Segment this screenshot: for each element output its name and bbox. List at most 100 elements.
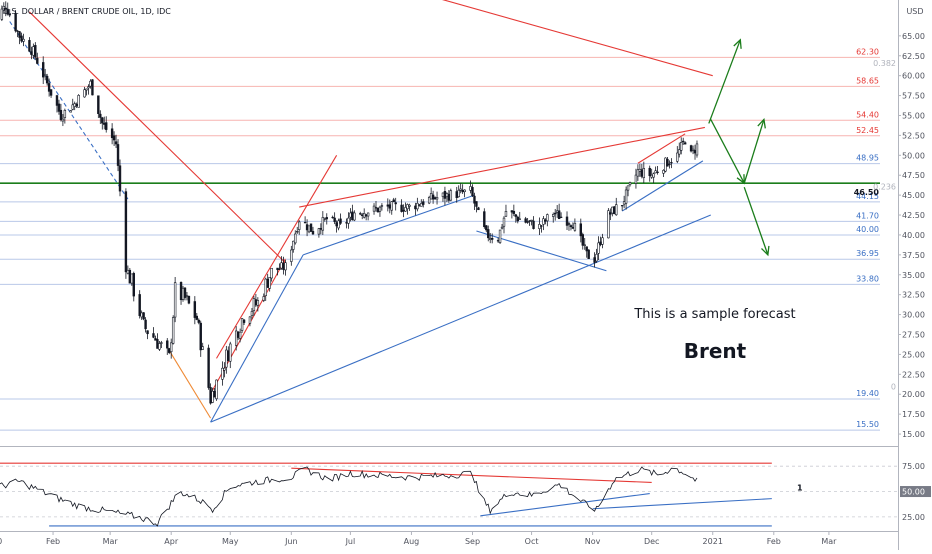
candle-body [132, 273, 135, 297]
candle-body [138, 294, 141, 316]
forecast-arrow[interactable] [708, 38, 742, 124]
candle-body [676, 152, 679, 162]
candle [475, 201, 478, 213]
candle-body [376, 207, 380, 213]
candle-body [406, 204, 409, 210]
oscillator-axis[interactable]: 75.00 50.00 25.00 [900, 462, 931, 522]
candle-body [530, 219, 533, 222]
trendline-resistance[interactable] [216, 155, 338, 359]
forecast-arrow[interactable] [743, 186, 770, 257]
candle [473, 192, 476, 210]
candle [347, 212, 350, 229]
candles-layer [0, 1, 699, 405]
candle-body [229, 343, 232, 362]
fib-0236-label: 0.236 [873, 183, 896, 192]
candle [459, 183, 462, 194]
candle-body [309, 223, 313, 232]
time-tick-label: Feb [46, 537, 60, 546]
candle-body [234, 330, 238, 346]
candle [652, 172, 655, 184]
candle-body [496, 240, 500, 242]
trendline-support[interactable] [476, 230, 607, 272]
candle [457, 185, 460, 198]
trendline-resistance[interactable] [637, 133, 686, 164]
forecast-arrow[interactable] [743, 118, 766, 184]
candle [116, 139, 120, 172]
level-value-label: 62.30 [856, 47, 879, 56]
forecast-arrow-head [733, 38, 742, 49]
candle [112, 131, 116, 146]
candle-body [416, 202, 419, 210]
candle [4, 1, 7, 17]
osc-trendline-support[interactable] [592, 498, 772, 510]
trendline-resistance[interactable] [402, 0, 713, 77]
level-value-label: 48.95 [856, 154, 879, 163]
trendlines-layer [9, 0, 713, 423]
currency-label[interactable]: USD [906, 7, 923, 16]
candle [71, 98, 74, 111]
candle [642, 161, 646, 184]
candle-body [654, 170, 657, 174]
trendline-support[interactable] [210, 254, 304, 423]
price-tick-label: 52.50 [902, 131, 925, 140]
time-axis[interactable]: 2020 Feb Mar Apr May Jun Jul Aug Sep Oct Nov Dec 202… [0, 531, 837, 546]
candle-body [650, 174, 653, 178]
price-axis[interactable]: 65.00 62.50 60.00 57.50 55.00 52.50 50.00 47.50… [898, 32, 925, 439]
candle [14, 9, 17, 33]
candle [166, 338, 169, 355]
candle-body [297, 221, 301, 230]
candle-body [270, 267, 273, 279]
candle-body [339, 218, 342, 224]
candle [427, 195, 431, 205]
candle-body [351, 211, 354, 221]
osc-trendline-resistance[interactable] [291, 467, 652, 483]
time-tick-label: Apr [164, 537, 179, 546]
trendline-support[interactable] [210, 214, 711, 423]
trendline-support[interactable] [302, 194, 475, 256]
candle-body [571, 227, 575, 229]
forecast-arrow-shaft [710, 119, 745, 184]
candle-body [528, 220, 531, 222]
candle [101, 116, 104, 130]
candle-body [59, 109, 63, 120]
candle [193, 296, 197, 325]
osc-tick-label: 75.00 [902, 462, 925, 471]
level-value-label: 40.00 [856, 225, 879, 234]
candle [514, 213, 518, 223]
candle-body [160, 342, 163, 344]
time-tick-label: Jul [345, 537, 356, 546]
candle-body [652, 173, 655, 178]
candle [504, 204, 508, 218]
trendline-resistance[interactable] [29, 11, 286, 264]
candle-body [611, 206, 614, 214]
candle [173, 276, 177, 323]
candle-body [569, 225, 573, 228]
price-tick-label: 50.00 [902, 151, 925, 160]
candle-body [158, 343, 161, 350]
trendline-resistance[interactable] [299, 126, 705, 208]
symbol-header: U.S. DOLLAR / BRENT CRUDE OIL, 1D, IDC [3, 7, 171, 16]
level-value-label: 58.65 [856, 76, 879, 85]
candle [502, 216, 506, 234]
candle-body [57, 103, 61, 112]
candle [77, 94, 80, 108]
osc-trendline-support[interactable] [480, 493, 650, 517]
candle-body [215, 379, 218, 400]
candle [262, 293, 265, 303]
candle [124, 188, 128, 279]
candle-body [61, 118, 65, 122]
candle-body [689, 145, 693, 152]
candle-body [317, 228, 321, 235]
candle-body [41, 62, 45, 78]
candle-body [553, 212, 557, 215]
level-value-label: 19.40 [856, 389, 879, 398]
price-tick-label: 47.50 [902, 171, 925, 180]
trendline-correction[interactable] [168, 350, 212, 419]
candle-body [187, 295, 191, 304]
candle-body [183, 287, 187, 298]
candle-body [461, 189, 464, 193]
trendline-support[interactable] [621, 160, 704, 212]
candle [294, 230, 297, 245]
